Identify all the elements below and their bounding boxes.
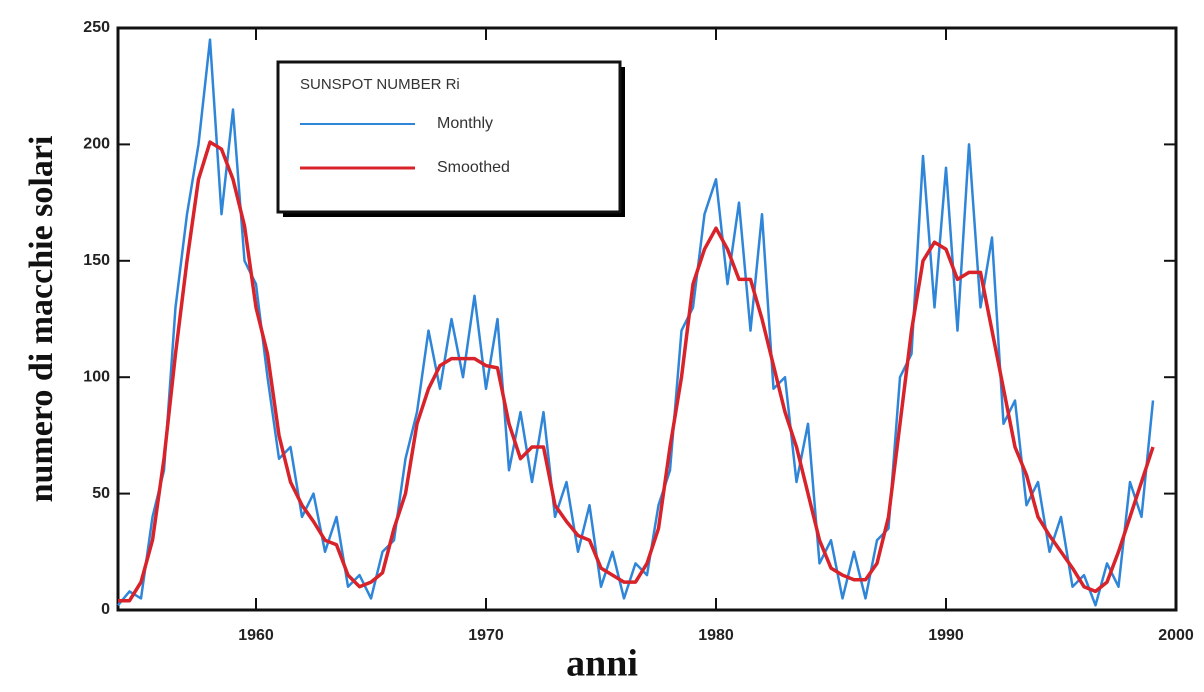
legend: [276, 60, 622, 214]
data-line: [118, 140, 1155, 603]
legend-title: SUNSPOT NUMBER Ri: [300, 76, 460, 93]
legend-label: Smoothed: [437, 159, 510, 176]
y-tick-label: 250: [83, 19, 110, 36]
x-tick-label: 1960: [238, 627, 274, 644]
y-tick-label: 0: [101, 601, 110, 618]
legend-label: Monthly: [437, 115, 493, 132]
plot-area: 0 50 100 150 200 250 1960 1970 1980 1990 2000: [83, 19, 1194, 644]
plot-frame: [116, 26, 1178, 612]
y-tick-label: 50: [92, 485, 110, 502]
y-axis-label: numero di macchie solari: [23, 136, 60, 503]
x-tick-label: 2000: [1158, 627, 1194, 644]
y-tick-label: 100: [83, 368, 110, 385]
y-tick-label: 200: [83, 136, 110, 153]
x-tick-label: 1970: [468, 627, 504, 644]
x-axis-label: anni: [566, 643, 638, 685]
data-line: [117, 38, 1155, 607]
x-tick-label: 1990: [928, 627, 964, 644]
x-tick-label: 1980: [698, 627, 734, 644]
y-tick-label: 150: [83, 252, 110, 269]
